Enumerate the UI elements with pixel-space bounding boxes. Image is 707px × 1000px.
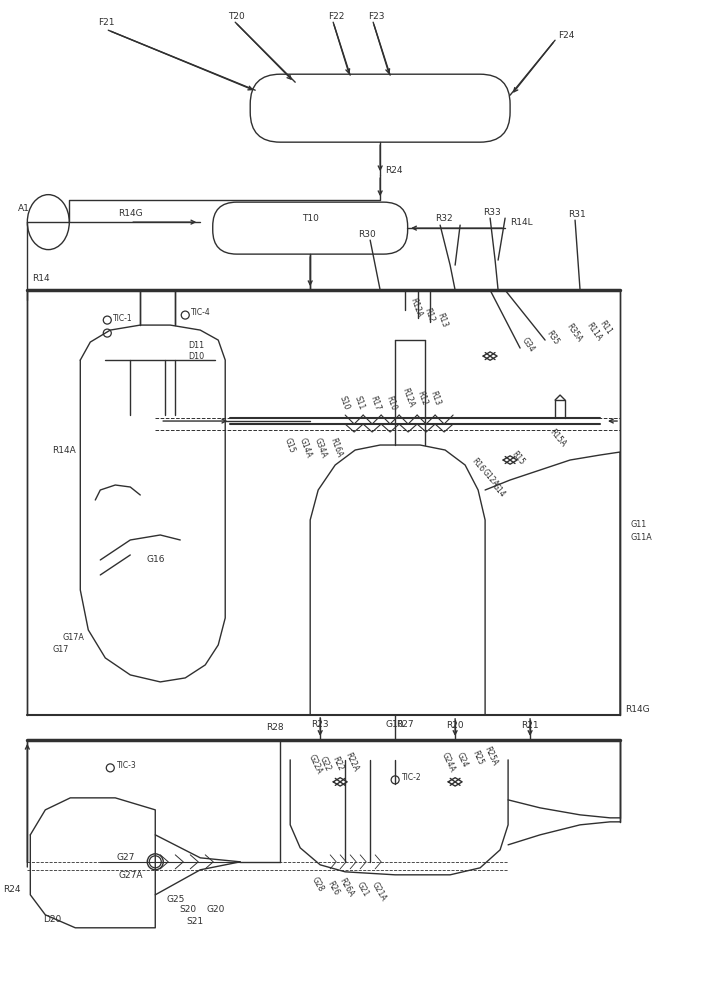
Text: R14A: R14A xyxy=(52,446,76,455)
Text: F23: F23 xyxy=(368,12,385,21)
Text: R24: R24 xyxy=(385,166,403,175)
Text: R30: R30 xyxy=(358,230,376,239)
Text: R13: R13 xyxy=(428,389,442,407)
Text: R21: R21 xyxy=(521,721,539,730)
Text: R12: R12 xyxy=(415,390,428,407)
Text: S21: S21 xyxy=(187,917,204,926)
Text: R28: R28 xyxy=(267,723,284,732)
Text: R22A: R22A xyxy=(343,751,360,773)
Circle shape xyxy=(149,856,161,868)
Text: G11: G11 xyxy=(630,520,646,529)
Text: G34A: G34A xyxy=(313,437,329,459)
Text: G22: G22 xyxy=(318,755,333,773)
Text: G25: G25 xyxy=(166,895,185,904)
Text: R12A: R12A xyxy=(400,387,416,409)
Circle shape xyxy=(103,329,111,337)
Text: T20: T20 xyxy=(228,12,245,21)
Text: G16: G16 xyxy=(146,555,165,564)
Text: R22: R22 xyxy=(330,755,344,773)
Text: S20: S20 xyxy=(180,905,197,914)
Circle shape xyxy=(103,316,111,324)
Text: G10: G10 xyxy=(386,720,404,729)
Text: G22A: G22A xyxy=(307,753,324,775)
Text: TIC-2: TIC-2 xyxy=(402,773,422,782)
Text: G12A: G12A xyxy=(480,467,501,489)
Text: T10: T10 xyxy=(302,214,319,223)
Text: R25A: R25A xyxy=(482,745,499,767)
Text: R27: R27 xyxy=(397,720,414,729)
Text: TIC-3: TIC-3 xyxy=(117,761,137,770)
Text: G21: G21 xyxy=(355,881,370,899)
Text: R23: R23 xyxy=(311,720,329,729)
Text: R24: R24 xyxy=(3,885,21,894)
Text: R17: R17 xyxy=(368,394,382,412)
Circle shape xyxy=(181,311,189,319)
Text: R25: R25 xyxy=(470,749,484,767)
Text: G28: G28 xyxy=(310,876,326,894)
Text: G24: G24 xyxy=(455,751,470,769)
Text: R16A: R16A xyxy=(328,437,344,459)
Text: R20: R20 xyxy=(446,721,464,730)
Text: D20: D20 xyxy=(43,915,62,924)
Text: F22: F22 xyxy=(328,12,344,21)
Text: R14: R14 xyxy=(33,274,50,283)
Text: R16: R16 xyxy=(470,456,486,474)
Circle shape xyxy=(391,776,399,784)
Text: R14G: R14G xyxy=(625,705,650,714)
Text: G17: G17 xyxy=(52,645,69,654)
Text: F24: F24 xyxy=(558,31,575,40)
Text: G20: G20 xyxy=(206,905,224,914)
Text: G11A: G11A xyxy=(630,533,652,542)
Text: R14G: R14G xyxy=(118,209,143,218)
Text: G21A: G21A xyxy=(370,881,388,903)
Text: D10: D10 xyxy=(188,352,204,361)
Text: G17A: G17A xyxy=(62,633,84,642)
Text: A1: A1 xyxy=(18,204,30,213)
Text: R15A: R15A xyxy=(548,427,568,449)
Text: G24A: G24A xyxy=(440,751,457,773)
Text: G27: G27 xyxy=(116,853,134,862)
Text: S11: S11 xyxy=(352,395,366,411)
Text: R12A: R12A xyxy=(408,297,423,319)
Text: F21: F21 xyxy=(98,18,115,27)
Text: R26: R26 xyxy=(325,879,341,897)
Text: R26A: R26A xyxy=(337,877,355,899)
Text: R13: R13 xyxy=(435,311,449,329)
Text: TIC-1: TIC-1 xyxy=(113,314,133,323)
Text: R35A: R35A xyxy=(565,322,584,344)
Text: R15: R15 xyxy=(510,449,527,467)
Text: R11A: R11A xyxy=(585,321,604,343)
Text: R31: R31 xyxy=(568,210,586,219)
Text: G14A: G14A xyxy=(298,437,314,459)
Text: R10: R10 xyxy=(384,394,398,412)
Text: G34: G34 xyxy=(520,336,537,354)
Text: G27A: G27A xyxy=(118,871,143,880)
Text: S10: S10 xyxy=(337,395,351,411)
Text: R33: R33 xyxy=(483,208,501,217)
Text: R35: R35 xyxy=(545,329,561,347)
Text: G14: G14 xyxy=(490,481,507,499)
Text: D11: D11 xyxy=(188,341,204,350)
Circle shape xyxy=(106,764,115,772)
Text: R12: R12 xyxy=(422,307,436,324)
Text: R32: R32 xyxy=(435,214,452,223)
Text: TIC-4: TIC-4 xyxy=(191,308,211,317)
Text: G15: G15 xyxy=(284,436,297,454)
Text: R11: R11 xyxy=(598,319,614,337)
Text: R14L: R14L xyxy=(510,218,532,227)
